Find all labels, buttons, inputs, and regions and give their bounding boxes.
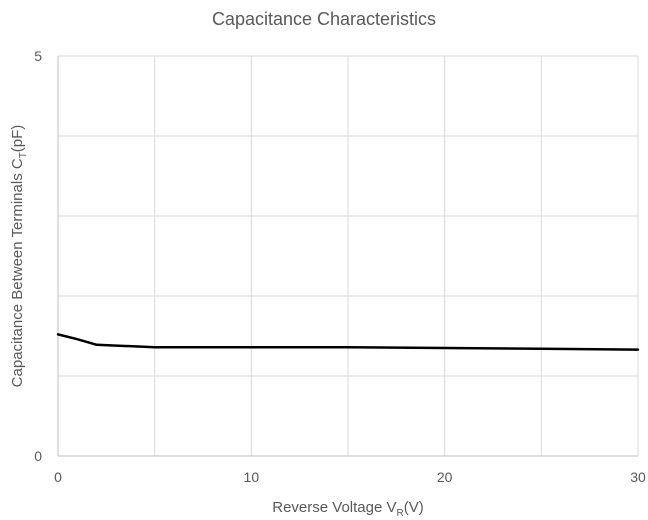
y-tick-label: 5 — [34, 48, 42, 64]
axes — [57, 55, 639, 457]
y-tick-label: 0 — [34, 448, 42, 464]
y-axis-label-main: Capacitance Between Terminals C — [9, 158, 26, 387]
x-tick-label: 0 — [54, 469, 62, 485]
x-axis-label: Reverse Voltage VR(V) — [272, 499, 423, 519]
x-tick-label: 10 — [244, 469, 260, 485]
chart-title: Capacitance Characteristics — [212, 9, 436, 29]
x-tick-label: 20 — [437, 469, 453, 485]
series-group — [56, 333, 640, 351]
y-axis-label: Capacitance Between Terminals CT(pF) — [9, 125, 29, 388]
tick-labels: 0 10 20 30 0 5 — [34, 48, 646, 485]
y-axis-label-subscript: T — [18, 152, 29, 158]
x-axis-label-unit: (V) — [404, 499, 424, 516]
y-axis-label-unit: (pF) — [9, 125, 26, 153]
series-line-0 — [56, 333, 640, 351]
x-axis-label-subscript: R — [397, 508, 404, 519]
x-axis-label-main: Reverse Voltage V — [272, 499, 396, 516]
x-tick-label: 30 — [630, 469, 646, 485]
gridlines — [58, 56, 638, 456]
